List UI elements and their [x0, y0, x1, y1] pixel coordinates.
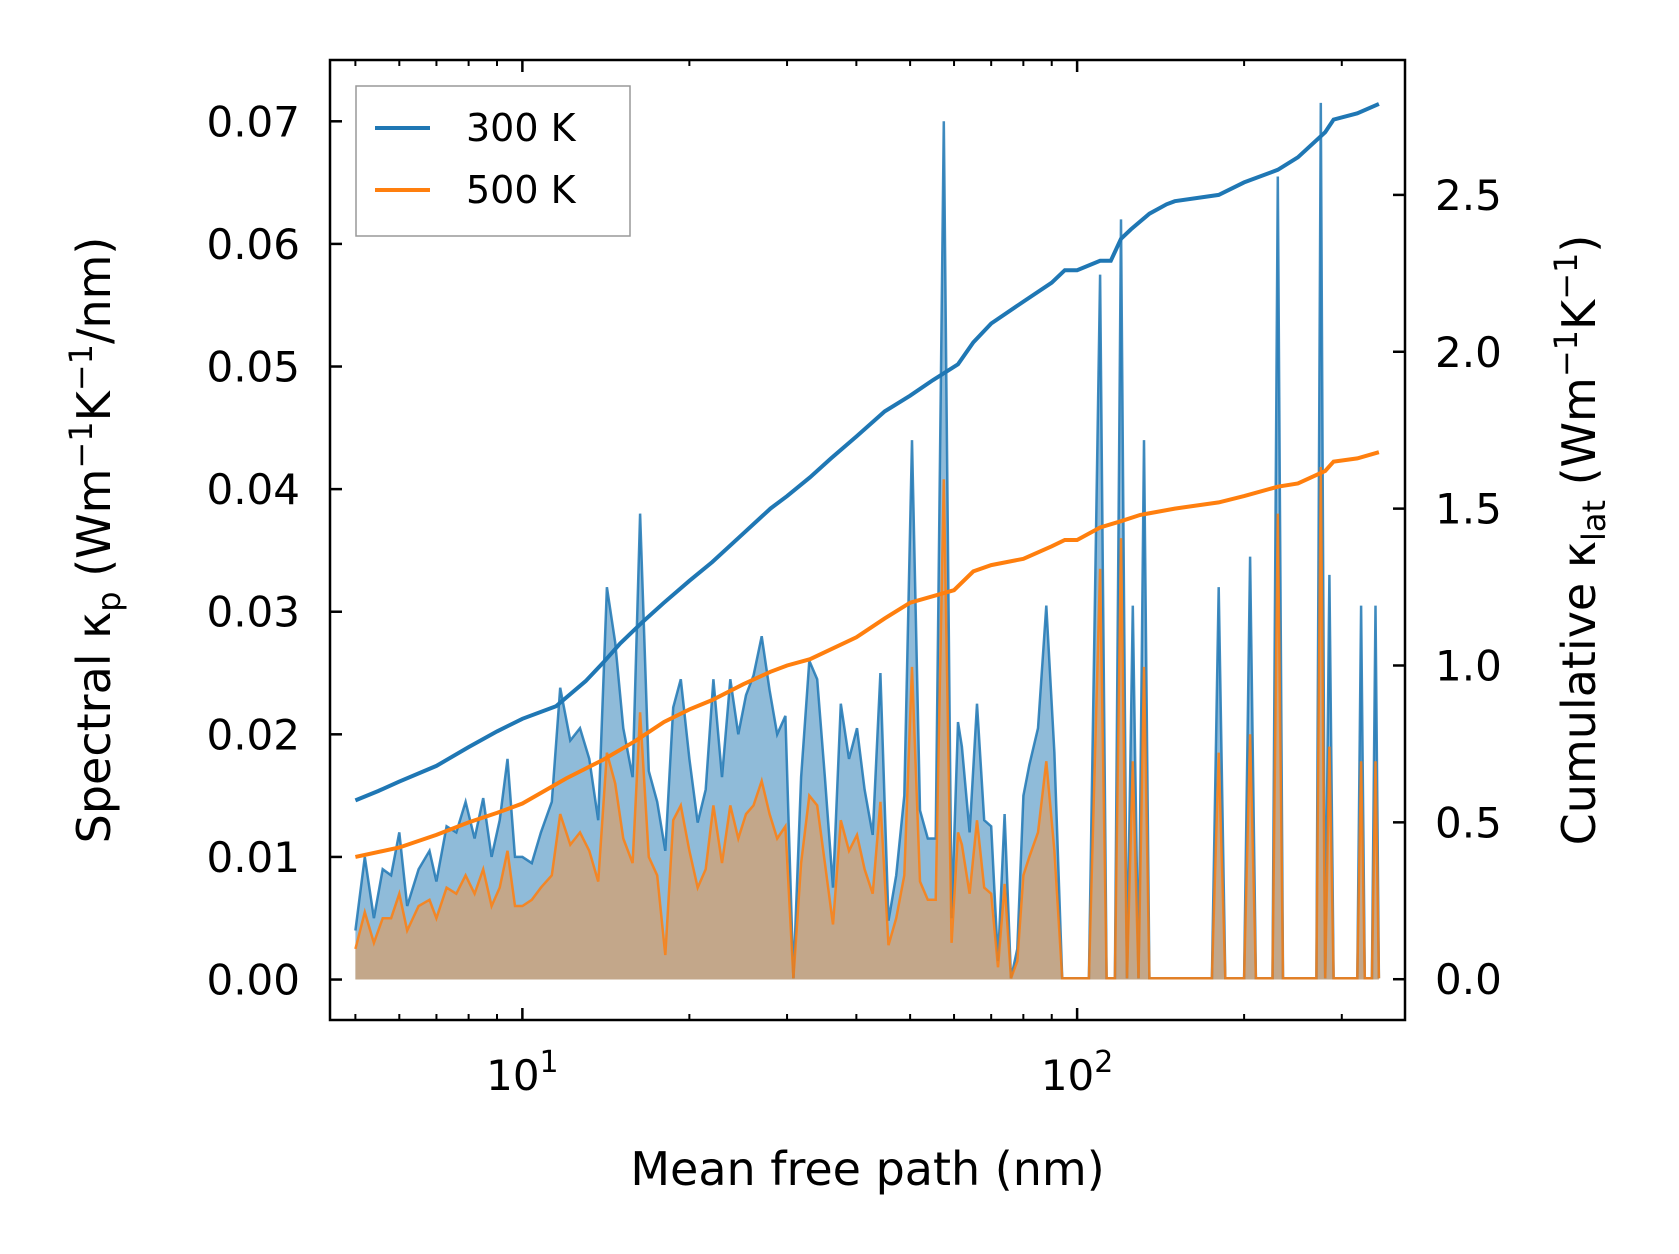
y-right-tick-label: 0.5 [1435, 798, 1502, 847]
y-left-tick-label: 0.07 [206, 97, 300, 146]
y-right-tick-label: 2.5 [1435, 171, 1502, 220]
y-axis-left-label: Spectral κp​ (Wm−1​K−1​/nm) [62, 237, 128, 844]
y-right-tick-label: 1.0 [1435, 641, 1502, 690]
plot-frame [328, 58, 1407, 1022]
axis-ticks: 101 102 0.00 0.01 0.02 0.03 0.04 0.05 0.06 0.07 0.… [206, 60, 1502, 1100]
legend-box [355, 85, 631, 237]
x-tick-label: 101 [486, 1045, 559, 1100]
y-axis-right-label: Cumulative κlat​ (Wm−1​K−1​) [1547, 235, 1613, 846]
spectral-line-300k [354, 102, 1381, 980]
legend-label-300k: 300 K [466, 106, 577, 150]
spectral-lines [354, 102, 1381, 980]
spectral-fill-500k [355, 467, 1379, 980]
y-left-tick-label: 0.04 [206, 465, 300, 514]
y-left-tick-label: 0.06 [206, 220, 300, 269]
cumulative-lines [354, 102, 1380, 859]
y-left-tick-label: 0.05 [206, 343, 300, 392]
x-axis-label: Mean free path (nm) [630, 1142, 1104, 1196]
y-right-tick-label: 1.5 [1435, 485, 1502, 534]
y-right-tick-label: 0.0 [1435, 955, 1502, 1004]
spectral-line-500k [354, 466, 1381, 980]
y-left-tick-label: 0.03 [206, 588, 300, 637]
legend-label-500k: 500 K [466, 168, 577, 212]
cumulative-line-500k [354, 450, 1380, 859]
legend: 300 K 500 K [355, 85, 631, 237]
y-right-tick-label: 2.0 [1435, 328, 1502, 377]
cumulative-line-300k [354, 102, 1380, 803]
x-tick-label: 102 [1041, 1045, 1114, 1100]
y-left-tick-label: 0.02 [206, 710, 300, 759]
y-left-tick-label: 0.00 [206, 956, 300, 1005]
y-left-tick-label: 0.01 [206, 833, 300, 882]
